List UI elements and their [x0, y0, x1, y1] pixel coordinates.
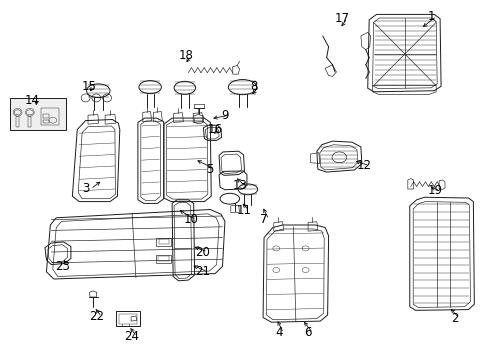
- Bar: [16, 116, 19, 127]
- Bar: [43, 120, 49, 123]
- Text: 23: 23: [55, 260, 70, 273]
- Bar: [28, 116, 31, 127]
- Bar: [116, 311, 140, 326]
- Text: 2: 2: [450, 312, 458, 325]
- Bar: [43, 114, 49, 118]
- Bar: [159, 239, 168, 244]
- Text: 9: 9: [221, 109, 228, 122]
- Text: 16: 16: [207, 123, 222, 136]
- Bar: [155, 255, 171, 263]
- Text: 10: 10: [183, 213, 198, 226]
- Bar: [158, 256, 168, 261]
- Bar: [10, 98, 66, 130]
- Bar: [41, 108, 59, 125]
- Text: 5: 5: [206, 163, 214, 176]
- Text: 20: 20: [195, 246, 210, 258]
- Text: 13: 13: [232, 179, 246, 192]
- Text: 17: 17: [334, 12, 349, 24]
- Text: 4: 4: [274, 327, 282, 339]
- Text: 24: 24: [124, 330, 139, 343]
- Text: 14: 14: [24, 94, 39, 107]
- Text: 21: 21: [195, 265, 210, 278]
- Text: 22: 22: [89, 310, 104, 323]
- Text: 18: 18: [178, 49, 193, 62]
- Text: 15: 15: [81, 80, 96, 93]
- Text: 3: 3: [81, 183, 89, 195]
- Bar: [156, 238, 171, 246]
- Text: 12: 12: [356, 159, 371, 172]
- Text: 19: 19: [427, 184, 442, 197]
- Text: 11: 11: [237, 204, 251, 217]
- Text: 1: 1: [427, 10, 435, 23]
- Text: 8: 8: [250, 80, 258, 93]
- Text: 7: 7: [260, 213, 267, 226]
- Text: 6: 6: [304, 327, 311, 339]
- Bar: [119, 314, 137, 324]
